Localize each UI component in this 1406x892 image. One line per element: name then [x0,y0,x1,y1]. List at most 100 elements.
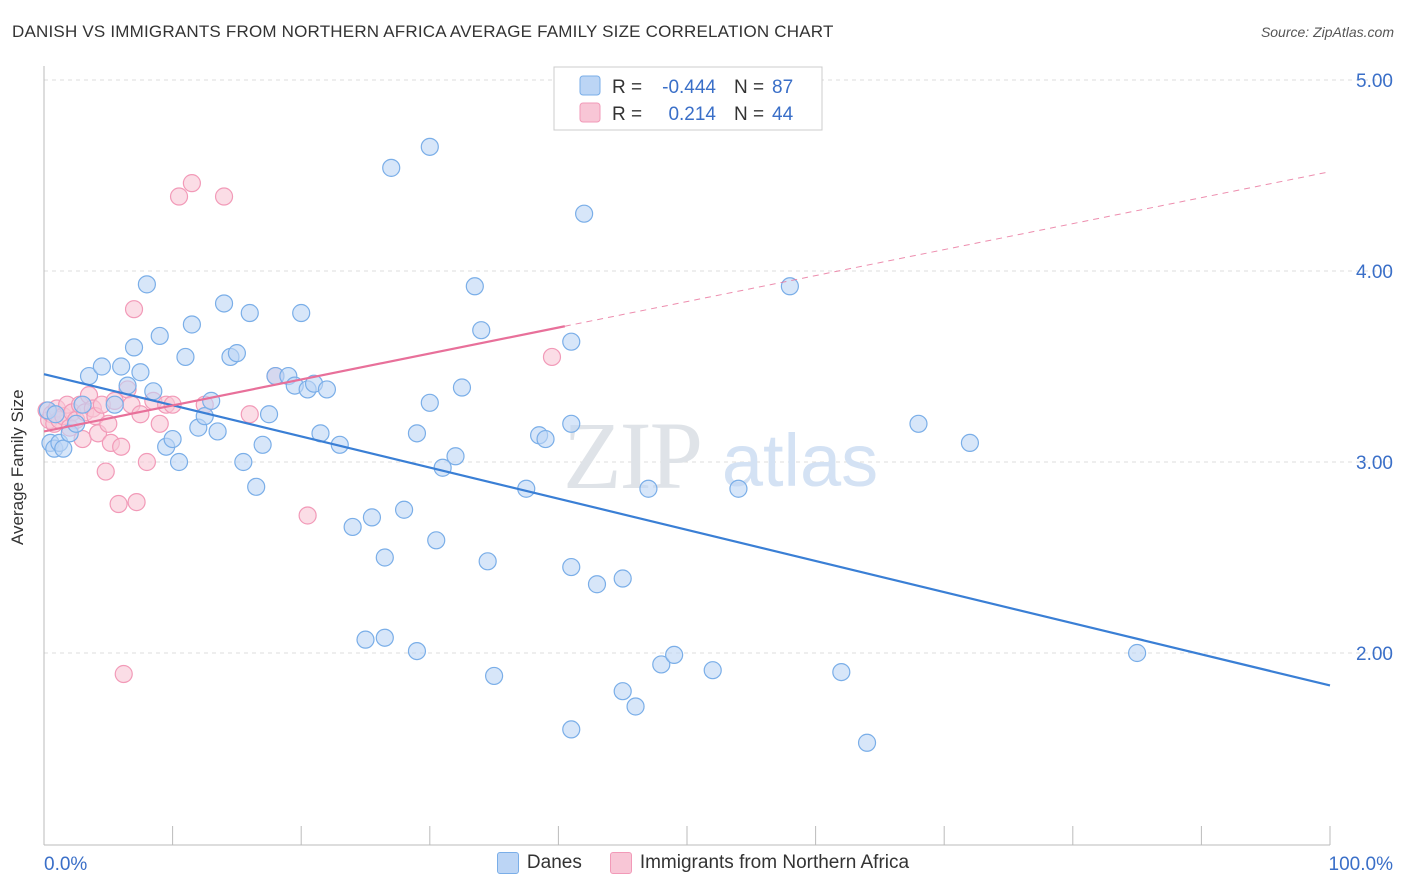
point-danes [176,347,195,367]
point-immigrants [169,187,189,206]
point-danes [163,429,182,449]
point-danes [195,407,214,426]
point-danes [729,479,748,498]
point-danes [960,433,980,452]
bottom-legend-label-immigrants: Immigrants from Northern Africa [639,852,910,873]
trend-line-immigrants [43,325,566,433]
point-danes [105,395,124,414]
point-danes [92,357,111,376]
point-danes [112,357,131,376]
point-danes [562,414,581,433]
point-danes [575,204,594,223]
grid-lines [44,79,1392,654]
point-danes [562,332,581,351]
point-danes [478,552,497,571]
bottom-legend: Danes Immigrants from Northern Africa [0,852,1406,874]
point-danes [587,575,607,594]
x-tick-label: 0.0% [44,854,87,875]
point-danes [137,275,156,294]
legend-r-label-immigrants: R = [612,104,642,125]
point-danes [375,548,394,567]
point-danes [343,517,362,537]
legend-r-value-danes: -0.444 [662,77,716,98]
point-danes [247,477,266,496]
point-danes [613,569,632,588]
watermark-zip: ZIP [563,402,701,509]
point-danes [208,422,227,441]
point-danes [240,303,259,323]
point-danes [472,321,491,340]
chart-title: DANISH VS IMMIGRANTS FROM NORTHERN AFRIC… [12,22,834,41]
point-danes [665,645,684,665]
point-danes [150,326,169,346]
legend-n-label-immigrants: N = [734,104,764,125]
legend-n-label-danes: N = [734,77,764,98]
point-danes [446,447,465,466]
y-tick-label: 5.00 [1356,71,1393,92]
bottom-legend-item-danes: Danes [496,852,582,874]
y-tick-label: 3.00 [1356,453,1393,474]
legend-r-label-danes: R = [612,77,642,98]
point-immigrants [124,300,144,319]
x-tick-label: 100.0% [1329,854,1394,875]
y-tick-labels: 2.00 3.00 4.00 5.00 [1356,71,1393,665]
point-danes [427,531,446,550]
trend-line-immigrants-extension [564,171,1331,327]
point-danes [169,452,189,472]
point-danes [452,378,472,397]
point-danes [652,655,671,674]
bottom-legend-label-danes: Danes [526,852,582,873]
series-immigrants-points [37,174,562,684]
point-danes [626,697,645,716]
point-danes [292,303,311,323]
y-tick-label: 4.00 [1356,262,1393,283]
point-immigrants [298,506,317,525]
point-danes [562,557,581,577]
legend-swatch-immigrants [579,102,601,123]
point-danes [407,641,427,661]
point-immigrants [112,437,131,456]
bottom-legend-item-immigrants: Immigrants from Northern Africa [609,852,910,874]
point-danes [536,429,555,449]
x-tick-labels: 0.0% 100.0% [44,854,1393,875]
point-danes [465,277,484,296]
point-danes [54,439,73,458]
series-danes-points [38,137,1147,752]
point-danes [832,662,851,682]
point-danes [362,508,382,527]
trend-line-danes [43,373,1331,687]
point-danes [259,405,279,424]
point-danes [124,338,144,357]
point-danes [382,158,401,177]
point-immigrants [114,664,133,684]
point-danes [234,452,253,472]
legend-n-value-immigrants: 44 [772,104,794,125]
point-danes [1127,643,1147,663]
legend-swatch-danes [579,75,601,96]
point-danes [253,435,272,454]
point-danes [118,376,137,395]
point-immigrants [96,462,115,481]
point-immigrants [214,187,234,206]
point-danes [420,137,439,156]
source-label: Source: ZipAtlas.com [1260,24,1394,40]
point-immigrants [182,174,201,193]
point-danes [214,294,234,313]
point-danes [562,720,581,739]
bottom-legend-swatch-danes [496,852,519,874]
point-danes [356,630,375,649]
point-danes [46,405,65,424]
point-immigrants [137,452,156,472]
y-tick-label: 2.00 [1356,644,1393,665]
point-danes [144,382,163,401]
point-immigrants [109,494,128,514]
point-danes [131,363,150,382]
point-danes [202,391,221,410]
point-danes [613,682,632,701]
y-axis-label: Average Family Size [8,389,27,545]
point-danes [857,733,877,752]
legend-n-value-danes: 87 [772,77,793,98]
watermark-atlas: atlas [722,419,878,502]
point-danes [703,661,722,680]
